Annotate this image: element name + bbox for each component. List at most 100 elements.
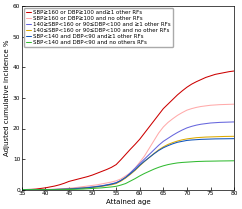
140≤SBP<160 or 90≤DBP<100 and no other RFs [138,164,141,167]
SBP<140 and DBP<90 and no others RFs [214,160,217,162]
SBP<140 and DBP<90 and≥1 other RFs [162,147,165,149]
140≤SBP<160 or 90≤DBP<100 and no other RFs [53,188,56,191]
140≥SBP<160 or 90≤DBP<100 and ≥1 other RFs [101,184,104,187]
SBP≥160 or DBP≥100 and no other RFs [148,147,151,150]
SBP<140 and DBP<90 and no others RFs [63,188,66,191]
140≤SBP<160 or 90≤DBP<100 and no other RFs [200,136,203,139]
SBP<140 and DBP<90 and≥1 other RFs [58,188,61,191]
SBP≥160 or DBP≥100 and≥1 other RFs [181,90,184,92]
SBP<140 and DBP<90 and no others RFs [228,160,231,162]
SBP≥160 or DBP≥100 and≥1 other RFs [228,70,231,73]
SBP≥160 or DBP≥100 and≥1 other RFs [129,148,132,150]
SBP<140 and DBP<90 and≥1 other RFs [96,185,99,188]
SBP≥160 or DBP≥100 and≥1 other RFs [138,138,141,140]
SBP<140 and DBP<90 and≥1 other RFs [181,140,184,143]
SBP<140 and DBP<90 and≥1 other RFs [25,188,28,191]
SBP<140 and DBP<90 and no others RFs [162,164,165,167]
140≤SBP<160 or 90≤DBP<100 and no other RFs [152,152,155,155]
SBP<140 and DBP<90 and no others RFs [176,162,179,164]
SBP<140 and DBP<90 and no others RFs [204,160,207,162]
140≥SBP<160 or 90≤DBP<100 and ≥1 other RFs [58,188,61,190]
SBP≥160 or DBP≥100 and≥1 other RFs [49,186,52,188]
SBP≥160 or DBP≥100 and no other RFs [20,188,23,191]
SBP<140 and DBP<90 and≥1 other RFs [138,164,141,166]
SBP<140 and DBP<90 and≥1 other RFs [101,185,104,187]
140≤SBP<160 or 90≤DBP<100 and no other RFs [129,173,132,176]
140≥SBP<160 or 90≤DBP<100 and ≥1 other RFs [129,172,132,174]
140≤SBP<160 or 90≤DBP<100 and no other RFs [223,135,226,138]
SBP≥160 or DBP≥100 and≥1 other RFs [152,120,155,122]
SBP≥160 or DBP≥100 and no other RFs [53,188,56,190]
140≤SBP<160 or 90≤DBP<100 and no other RFs [195,136,198,139]
140≥SBP<160 or 90≤DBP<100 and ≥1 other RFs [20,188,23,191]
SBP≥160 or DBP≥100 and≥1 other RFs [63,182,66,185]
SBP≥160 or DBP≥100 and≥1 other RFs [209,75,212,77]
140≤SBP<160 or 90≤DBP<100 and no other RFs [185,138,188,140]
SBP≥160 or DBP≥100 and no other RFs [138,161,141,163]
140≤SBP<160 or 90≤DBP<100 and no other RFs [148,156,151,159]
SBP≥160 or DBP≥100 and no other RFs [176,114,179,117]
SBP<140 and DBP<90 and no others RFs [86,187,89,190]
SBP<140 and DBP<90 and no others RFs [181,161,184,164]
140≤SBP<160 or 90≤DBP<100 and no other RFs [166,143,169,146]
SBP<140 and DBP<90 and≥1 other RFs [105,184,108,186]
140≤SBP<160 or 90≤DBP<100 and no other RFs [58,188,61,191]
SBP<140 and DBP<90 and≥1 other RFs [30,188,33,191]
140≥SBP<160 or 90≤DBP<100 and ≥1 other RFs [214,121,217,124]
SBP<140 and DBP<90 and no others RFs [30,188,33,191]
140≤SBP<160 or 90≤DBP<100 and no other RFs [162,146,165,148]
SBP<140 and DBP<90 and no others RFs [101,187,104,189]
140≥SBP<160 or 90≤DBP<100 and ≥1 other RFs [223,121,226,124]
SBP<140 and DBP<90 and no others RFs [195,160,198,163]
SBP<140 and DBP<90 and no others RFs [233,159,235,162]
140≥SBP<160 or 90≤DBP<100 and ≥1 other RFs [110,183,113,185]
SBP≥160 or DBP≥100 and no other RFs [86,185,89,187]
SBP<140 and DBP<90 and no others RFs [190,161,193,163]
140≥SBP<160 or 90≤DBP<100 and ≥1 other RFs [134,167,136,169]
SBP≥160 or DBP≥100 and no other RFs [134,167,136,169]
140≥SBP<160 or 90≤DBP<100 and ≥1 other RFs [143,158,146,160]
SBP≥160 or DBP≥100 and no other RFs [223,103,226,106]
140≤SBP<160 or 90≤DBP<100 and no other RFs [68,188,70,190]
140≥SBP<160 or 90≤DBP<100 and ≥1 other RFs [91,186,94,188]
SBP<140 and DBP<90 and≥1 other RFs [134,168,136,171]
SBP<140 and DBP<90 and≥1 other RFs [63,188,66,190]
SBP≥160 or DBP≥100 and≥1 other RFs [157,113,160,116]
SBP<140 and DBP<90 and no others RFs [219,160,221,162]
SBP≥160 or DBP≥100 and≥1 other RFs [53,185,56,187]
SBP≥160 or DBP≥100 and≥1 other RFs [58,184,61,186]
SBP<140 and DBP<90 and≥1 other RFs [39,188,42,191]
SBP<140 and DBP<90 and≥1 other RFs [223,138,226,140]
SBP≥160 or DBP≥100 and≥1 other RFs [44,187,47,189]
SBP≥160 or DBP≥100 and≥1 other RFs [82,176,85,179]
SBP<140 and DBP<90 and≥1 other RFs [86,186,89,189]
SBP≥160 or DBP≥100 and no other RFs [30,188,33,191]
SBP≥160 or DBP≥100 and no other RFs [181,111,184,114]
SBP<140 and DBP<90 and≥1 other RFs [72,187,75,190]
SBP≥160 or DBP≥100 and no other RFs [110,181,113,183]
X-axis label: Attained age: Attained age [106,199,150,205]
SBP≥160 or DBP≥100 and≥1 other RFs [101,170,104,173]
SBP<140 and DBP<90 and no others RFs [152,168,155,170]
SBP<140 and DBP<90 and no others RFs [200,160,203,163]
140≥SBP<160 or 90≤DBP<100 and ≥1 other RFs [181,129,184,131]
SBP≥160 or DBP≥100 and≥1 other RFs [204,76,207,79]
SBP≥160 or DBP≥100 and no other RFs [49,188,52,191]
SBP≥160 or DBP≥100 and no other RFs [82,185,85,188]
SBP<140 and DBP<90 and≥1 other RFs [115,182,118,184]
SBP<140 and DBP<90 and no others RFs [185,161,188,163]
140≥SBP<160 or 90≤DBP<100 and ≥1 other RFs [39,188,42,191]
SBP<140 and DBP<90 and no others RFs [143,172,146,175]
Line: SBP<140 and DBP<90 and≥1 other RFs: SBP<140 and DBP<90 and≥1 other RFs [22,139,234,190]
SBP≥160 or DBP≥100 and≥1 other RFs [134,143,136,146]
SBP≥160 or DBP≥100 and no other RFs [233,103,235,105]
140≥SBP<160 or 90≤DBP<100 and ≥1 other RFs [176,131,179,134]
SBP≥160 or DBP≥100 and no other RFs [204,105,207,107]
SBP<140 and DBP<90 and≥1 other RFs [53,188,56,191]
140≥SBP<160 or 90≤DBP<100 and ≥1 other RFs [96,185,99,187]
SBP≥160 or DBP≥100 and no other RFs [228,103,231,106]
SBP≥160 or DBP≥100 and≥1 other RFs [176,94,179,96]
SBP<140 and DBP<90 and≥1 other RFs [157,149,160,152]
SBP≥160 or DBP≥100 and no other RFs [200,105,203,108]
SBP<140 and DBP<90 and≥1 other RFs [190,139,193,141]
